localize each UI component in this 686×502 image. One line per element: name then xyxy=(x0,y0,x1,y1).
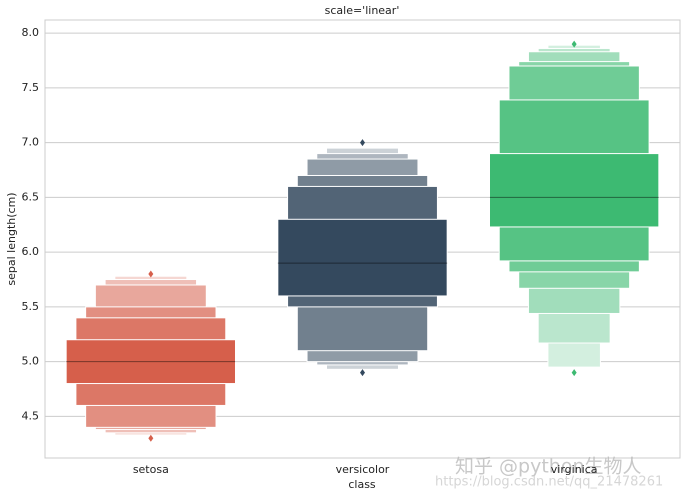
outlier xyxy=(360,369,365,377)
letter-value-box xyxy=(277,218,448,297)
letter-value-box xyxy=(65,339,236,385)
outlier xyxy=(571,40,577,48)
y-tick-label: 5.5 xyxy=(22,300,40,313)
y-tick-label: 6.5 xyxy=(22,190,40,203)
x-axis-label: class xyxy=(348,478,376,491)
y-tick-label: 4.5 xyxy=(22,409,40,422)
x-tick-label: virginica xyxy=(551,463,598,476)
watermark: 知乎 @python生物人 xyxy=(455,456,642,478)
outlier xyxy=(148,434,154,442)
y-tick-label: 8.0 xyxy=(22,26,40,39)
y-tick-label: 5.0 xyxy=(22,355,40,368)
outlier xyxy=(148,270,154,278)
y-axis-label: sepal length(cm) xyxy=(5,192,18,285)
letter-value-box xyxy=(489,153,660,228)
chart-title: scale='linear' xyxy=(325,4,400,17)
y-tick-label: 7.5 xyxy=(22,81,40,94)
outlier xyxy=(360,139,365,147)
x-tick-label: versicolor xyxy=(336,463,390,476)
watermark-url: https://blog.csdn.net/qq_21478261 xyxy=(435,475,663,490)
outlier xyxy=(571,369,577,377)
y-tick-label: 7.0 xyxy=(22,136,40,149)
x-tick-label: setosa xyxy=(133,463,169,476)
y-tick-label: 6.0 xyxy=(22,245,40,258)
